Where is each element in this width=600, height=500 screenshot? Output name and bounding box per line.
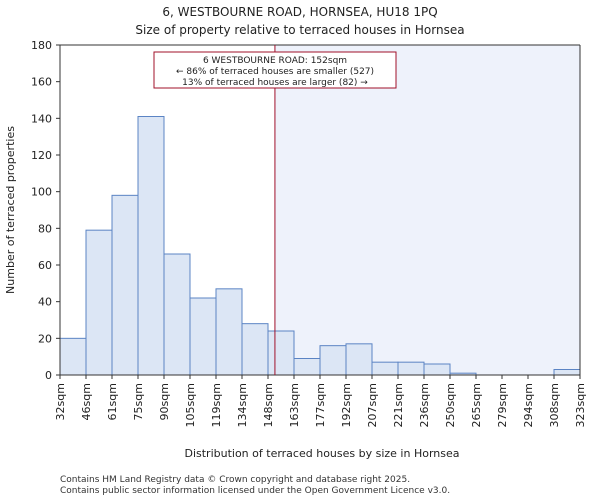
chart-title: 6, WESTBOURNE ROAD, HORNSEA, HU18 1PQ: [162, 5, 437, 19]
x-tick-label: 236sqm: [418, 383, 431, 427]
y-tick-label: 180: [31, 39, 52, 52]
y-tick-label: 120: [31, 149, 52, 162]
x-tick-label: 250sqm: [444, 383, 457, 427]
x-tick-label: 134sqm: [236, 383, 249, 427]
x-tick-label: 163sqm: [288, 383, 301, 427]
footer-line-2: Contains public sector information licen…: [60, 486, 450, 496]
x-tick-label: 61sqm: [106, 383, 119, 420]
bar: [293, 358, 321, 376]
y-tick-label: 100: [31, 186, 52, 199]
bar: [85, 229, 113, 376]
y-tick-label: 80: [38, 222, 52, 235]
x-tick-label: 177sqm: [314, 383, 327, 427]
x-tick-label: 46sqm: [80, 383, 93, 420]
annotation-line-1: 6 WESTBOURNE ROAD: 152sqm: [203, 56, 347, 66]
x-tick-label: 294sqm: [522, 383, 535, 427]
y-tick-label: 20: [38, 332, 52, 345]
x-tick-label: 148sqm: [262, 383, 275, 427]
y-tick-label: 160: [31, 76, 52, 89]
bar: [163, 253, 191, 376]
x-tick-label: 265sqm: [470, 383, 483, 427]
x-tick-label: 323sqm: [574, 383, 587, 427]
bar: [345, 343, 373, 376]
y-tick-label: 0: [45, 369, 52, 382]
annotation-line-2: ← 86% of terraced houses are smaller (52…: [176, 67, 374, 77]
bar: [371, 361, 399, 376]
x-tick-label: 119sqm: [210, 383, 223, 427]
x-tick-label: 279sqm: [496, 383, 509, 427]
larger-region: [274, 45, 580, 375]
y-tick-label: 60: [38, 259, 52, 272]
x-tick-label: 221sqm: [392, 383, 405, 427]
x-tick-label: 32sqm: [54, 383, 67, 420]
bar: [137, 116, 165, 376]
y-axis-label: Number of terraced properties: [4, 126, 17, 294]
bar: [319, 345, 347, 376]
bar: [553, 369, 581, 376]
bar: [215, 288, 243, 376]
x-tick-label: 308sqm: [548, 383, 561, 427]
footer-line-1: Contains HM Land Registry data © Crown c…: [60, 475, 410, 485]
x-tick-label: 75sqm: [132, 383, 145, 420]
x-tick-label: 207sqm: [366, 383, 379, 427]
y-tick-label: 140: [31, 112, 52, 125]
x-tick-label: 90sqm: [158, 383, 171, 420]
x-axis-label: Distribution of terraced houses by size …: [184, 447, 459, 460]
x-tick-label: 105sqm: [184, 383, 197, 427]
bar: [59, 337, 87, 376]
bar: [111, 194, 139, 376]
y-tick-label: 40: [38, 296, 52, 309]
bar: [241, 323, 269, 376]
x-tick-label: 192sqm: [340, 383, 353, 427]
annotation-box: [153, 51, 397, 89]
plot-area: 0 20 40 60 80 100 120 140 160 180 32sqm 46sqm 61sqm 7…: [31, 39, 587, 427]
bar: [397, 361, 425, 376]
bar: [189, 297, 217, 376]
chart-subtitle: Size of property relative to terraced ho…: [135, 23, 464, 37]
bar: [423, 363, 451, 376]
annotation-line-3: 13% of terraced houses are larger (82) →: [182, 78, 368, 88]
bar: [267, 330, 295, 376]
